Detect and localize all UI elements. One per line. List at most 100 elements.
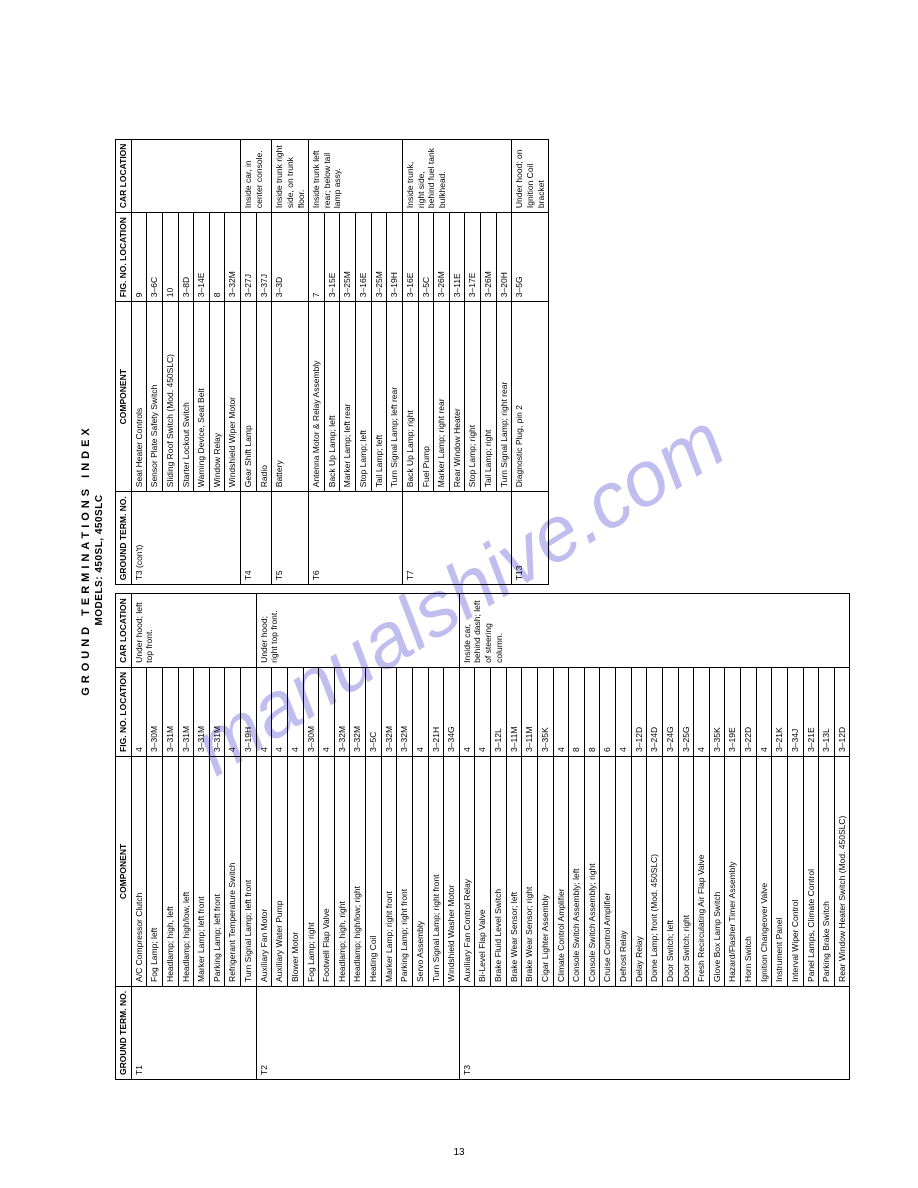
header-component: COMPONENT — [116, 302, 132, 492]
component-cell: Turn Signal Lamp; right front — [428, 756, 444, 986]
page-number: 13 — [0, 1147, 918, 1158]
component-cell: Turn Signal Lamp; left front — [241, 756, 257, 986]
car-location-cell: Under hood; right top front. — [256, 594, 459, 668]
fig-cell: 3–17E — [465, 213, 481, 302]
fig-cell: 4 — [756, 667, 772, 756]
fig-cell: 4 — [459, 667, 475, 756]
fig-cell: 3–8D — [178, 213, 194, 302]
fig-cell: 3–15E — [324, 213, 340, 302]
fig-cell: 3–30M — [147, 667, 163, 756]
component-cell: Antenna Motor & Relay Assembly — [309, 302, 325, 492]
table-row: T3Auxiliary Fan Control Relay4Inside car… — [459, 594, 475, 1080]
car-location-cell: Under hood; on Ignition Coil bracket — [512, 139, 549, 213]
component-cell: Diagnostic Plug, pin 2 — [512, 302, 549, 492]
component-cell: Fog Lamp; left — [147, 756, 163, 986]
component-cell: Console Switch Assembly; right — [584, 756, 600, 986]
fig-cell: 4 — [553, 667, 569, 756]
fig-cell: 4 — [319, 667, 335, 756]
header-fig: FIG. NO. LOCATION — [116, 213, 132, 302]
component-cell: Footwell Flap Valve — [319, 756, 335, 986]
fig-cell: 3–12L — [491, 667, 507, 756]
component-cell: Cruise Control Amplifier — [600, 756, 616, 986]
header-component: COMPONENT — [116, 756, 132, 986]
component-cell: Fog Lamp; right — [303, 756, 319, 986]
fig-cell: 3–32M — [225, 213, 241, 302]
component-cell: Climate Control Amplifier — [553, 756, 569, 986]
component-cell: Fresh Recirculating Air Flap Valve — [694, 756, 710, 986]
fig-cell: 3–16E — [402, 213, 418, 302]
fig-cell: 3–31M — [194, 667, 210, 756]
fig-cell: 3–26M — [434, 213, 450, 302]
component-cell: Windshield Wiper Motor — [225, 302, 241, 492]
fig-cell: 3–11M — [506, 667, 522, 756]
car-location-cell: Inside trunk left rear; below tail lamp … — [309, 139, 403, 213]
term-cell: T2 — [256, 986, 459, 1079]
component-cell: Parking Lamp; right front — [397, 756, 413, 986]
component-cell: Parking Brake Switch — [819, 756, 835, 986]
component-cell: Stop Lamp; right — [465, 302, 481, 492]
fig-cell: 3–12D — [834, 667, 850, 756]
component-cell: Battery — [272, 302, 309, 492]
header-term: GROUND TERM. NO. — [116, 986, 132, 1079]
term-cell: T3 — [459, 986, 850, 1079]
fig-cell: 3–5G — [512, 213, 549, 302]
component-cell: Marker Lamp; right rear — [434, 302, 450, 492]
fig-cell: 7 — [309, 213, 325, 302]
fig-cell: 3–35K — [537, 667, 553, 756]
fig-cell: 3–5C — [366, 667, 382, 756]
fig-cell: 4 — [131, 667, 147, 756]
fig-cell: 3–21K — [772, 667, 788, 756]
fig-cell: 3–37J — [256, 213, 272, 302]
car-location-cell: Inside trunk right side, on trunk floor. — [272, 139, 309, 213]
fig-cell: 4 — [272, 667, 288, 756]
component-cell: Gear Shift Lamp — [241, 302, 257, 492]
component-cell: Cigar Lighter Assembly — [537, 756, 553, 986]
component-cell: Refrigerant Temperature Switch — [225, 756, 241, 986]
fig-cell: 3–12D — [631, 667, 647, 756]
table-row: T5Battery3–3DInside trunk right side, on… — [272, 139, 309, 585]
fig-cell: 4 — [287, 667, 303, 756]
component-cell: Horn Switch — [741, 756, 757, 986]
fig-cell: 3–27J — [241, 213, 257, 302]
term-cell: T13 — [512, 492, 549, 585]
left-table: GROUND TERM. NO. COMPONENT FIG. NO. LOCA… — [115, 593, 850, 1080]
fig-cell: 4 — [694, 667, 710, 756]
fig-cell: 3–19H — [387, 213, 403, 302]
fig-cell: 3–25G — [678, 667, 694, 756]
component-cell: Radio — [256, 302, 272, 492]
fig-cell: 3–31M — [162, 667, 178, 756]
component-cell: Panel Lamps, Climate Control — [803, 756, 819, 986]
fig-cell: 3–24G — [662, 667, 678, 756]
component-cell: A/C Compressor Clutch — [131, 756, 147, 986]
component-cell: Turn Signal Lamp; right rear — [496, 302, 512, 492]
table-row: T3 (con't)Seat Heater Controls9 — [131, 139, 147, 585]
fig-cell: 9 — [131, 213, 147, 302]
fig-cell: 6 — [600, 667, 616, 756]
component-cell: Window Relay — [209, 302, 225, 492]
header-car: CAR LOCATION — [116, 139, 132, 213]
fig-cell: 8 — [584, 667, 600, 756]
component-cell: Glove Box Lamp Switch — [709, 756, 725, 986]
header-fig: FIG. NO. LOCATION — [116, 667, 132, 756]
component-cell: Sliding Roof Switch (Mod. 450SLC) — [162, 302, 178, 492]
component-cell: Back Up Lamp; right — [402, 302, 418, 492]
component-cell: Defrost Relay — [616, 756, 632, 986]
car-location-cell: Under hood; left top front. — [131, 594, 256, 668]
header-term: GROUND TERM. NO. — [116, 492, 132, 585]
fig-cell: 3–5C — [418, 213, 434, 302]
fig-cell: 3–32M — [350, 667, 366, 756]
component-cell: Instrument Panel — [772, 756, 788, 986]
table-row: T13Diagnostic Plug, pin 23–5GUnder hood;… — [512, 139, 549, 585]
fig-cell: 3–32M — [397, 667, 413, 756]
table-row: T6Antenna Motor & Relay Assembly7Inside … — [309, 139, 325, 585]
fig-cell: 3–25M — [371, 213, 387, 302]
component-cell: Brake Wear Sensor; right — [522, 756, 538, 986]
component-cell: Headlamp; high, right — [334, 756, 350, 986]
term-cell: T3 (con't) — [131, 492, 240, 585]
component-cell: Marker Lamp; left rear — [340, 302, 356, 492]
component-cell: Blower Motor — [287, 756, 303, 986]
component-cell: Warning Device, Seat Belt — [194, 302, 210, 492]
component-cell: Heating Coil — [366, 756, 382, 986]
fig-cell: 4 — [412, 667, 428, 756]
component-cell: Auxiliary Fan Control Relay — [459, 756, 475, 986]
